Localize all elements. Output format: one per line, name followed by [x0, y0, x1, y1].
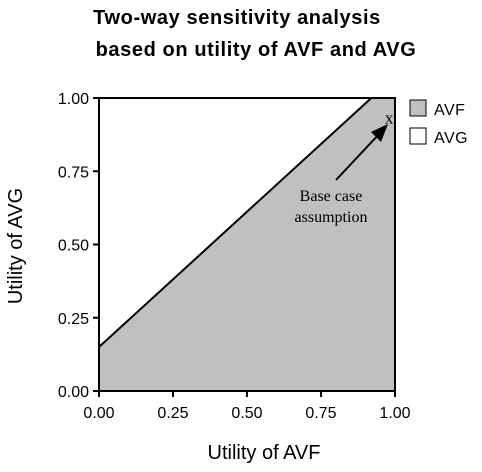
threshold-line — [98, 97, 372, 348]
base-case-marker: x — [385, 109, 394, 128]
legend-label-avg: AVG — [434, 130, 468, 147]
legend-swatch-avf — [409, 99, 427, 117]
chart-title-line-2: based on utility of AVF and AVG — [96, 39, 417, 61]
annotation-line-1: Base case — [300, 188, 363, 205]
legend: AVF AVG — [409, 99, 468, 147]
legend-swatch-avg — [409, 127, 427, 145]
y-tick-label: 1.00 — [58, 91, 89, 108]
y-axis: 0.00 0.25 0.50 0.75 1.00 — [58, 91, 99, 401]
annotation-arrow — [335, 124, 388, 181]
y-axis-label: Utility of AVG — [5, 188, 27, 304]
y-tick-label: 0.25 — [58, 311, 89, 328]
y-tick-label: 0.00 — [58, 384, 89, 401]
legend-label-avf: AVF — [434, 102, 465, 119]
x-tick-label: 0.25 — [157, 405, 188, 422]
x-tick-label: 0.50 — [231, 405, 262, 422]
plot-area — [98, 97, 396, 392]
region-avf — [99, 98, 395, 391]
region-avg — [99, 98, 395, 348]
annotation-line-2: assumption — [295, 209, 368, 226]
x-tick-label: 1.00 — [379, 405, 410, 422]
y-tick-label: 0.50 — [58, 238, 89, 255]
chart-title-line-1: Two-way sensitivity analysis — [93, 7, 381, 29]
y-tick-label: 0.75 — [58, 164, 89, 181]
x-axis: 0.00 0.25 0.50 0.75 1.00 — [83, 391, 411, 422]
x-tick-label: 0.75 — [305, 405, 336, 422]
x-tick-label: 0.00 — [83, 405, 114, 422]
x-axis-label: Utility of AVF — [208, 442, 321, 464]
